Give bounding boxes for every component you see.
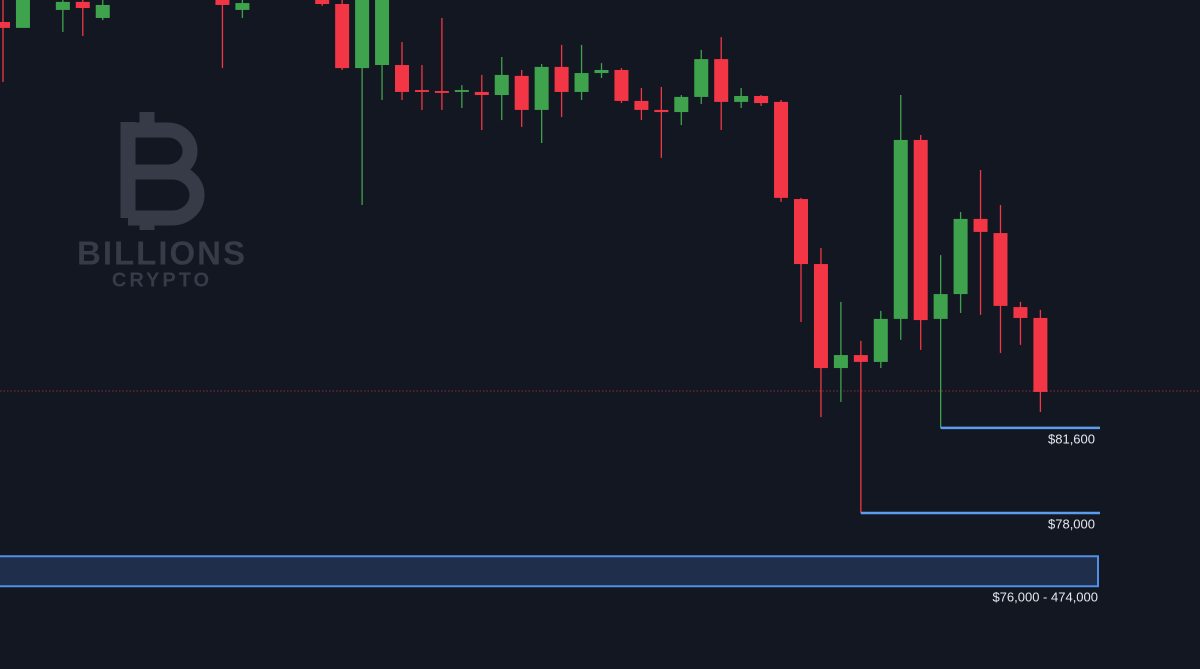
- watermark-subtitle: CRYPTO: [112, 269, 212, 291]
- candle-body: [574, 73, 589, 92]
- candle-body: [953, 218, 968, 295]
- candle-body: [754, 95, 769, 104]
- candle-body: [15, 0, 30, 28]
- zone-label: $76,000 - 474,000: [992, 590, 1098, 605]
- candle-body: [395, 65, 409, 92]
- candle-body: [674, 96, 689, 113]
- watermark-title: BILLIONS: [77, 235, 247, 272]
- candle-body: [215, 0, 230, 5]
- level-label: $81,600: [1048, 431, 1095, 446]
- candle-body: [1013, 307, 1028, 318]
- candle-body: [315, 0, 330, 5]
- candle-body: [714, 59, 729, 102]
- candle-body: [654, 109, 669, 113]
- logo-bottom: [128, 164, 205, 226]
- candle-body: [534, 66, 549, 110]
- candle-body: [594, 69, 609, 74]
- candle-body: [813, 264, 828, 369]
- candle-body: [0, 21, 10, 28]
- candle-body: [794, 199, 808, 265]
- candle-body: [853, 355, 868, 362]
- candle-body: [235, 3, 250, 10]
- candle-body: [335, 4, 350, 69]
- candle-body: [494, 74, 509, 96]
- candle-body: [933, 294, 948, 319]
- candle-body: [55, 1, 70, 10]
- candle-body: [774, 101, 789, 198]
- candle-body: [893, 139, 908, 319]
- level-label: $78,000: [1048, 516, 1095, 531]
- candle-body: [614, 69, 629, 101]
- candle-body: [634, 100, 649, 110]
- candle-body: [95, 4, 110, 18]
- support-zone: [0, 555, 1099, 588]
- candle-body: [913, 139, 928, 321]
- candle-body: [973, 218, 988, 232]
- candle-body: [414, 90, 429, 92]
- candle-body: [833, 355, 848, 369]
- candle-body: [993, 233, 1008, 306]
- candle-body: [1033, 317, 1048, 392]
- candle-body: [434, 91, 449, 93]
- candle-body: [474, 91, 489, 96]
- candle-body: [375, 0, 390, 66]
- candle-body: [873, 318, 888, 362]
- candle-body: [514, 75, 529, 110]
- candle-body: [355, 0, 370, 69]
- watermark: [120, 112, 205, 230]
- candle-body: [554, 66, 569, 92]
- candle-body: [75, 1, 90, 9]
- candle-body: [454, 90, 469, 92]
- candle-body: [694, 59, 709, 97]
- candle-body: [734, 95, 749, 102]
